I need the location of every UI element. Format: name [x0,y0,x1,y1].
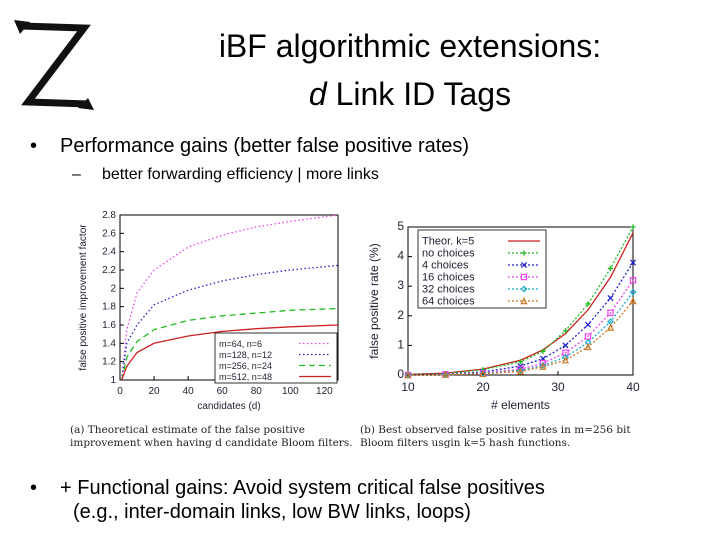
y-tick-label: 1 [397,337,404,351]
data-point-3-8 [629,277,637,284]
bullet-text-line2: (e.g., inter-domain links, low BW links,… [73,501,471,523]
data-point-3-4 [539,359,547,367]
legend-label-3: m=512, n=48 [219,372,272,382]
data-point-4-3 [517,367,524,375]
y-axis-label: false positive rate (%) [367,243,381,358]
data-point-2-5 [562,342,569,349]
legend-marker-2 [520,261,528,269]
bullet-text-line1: + Functional gains: Avoid system critica… [60,477,545,499]
data-point-5-1 [441,370,450,378]
y-tick-label: 2.4 [102,247,116,258]
x-tick-label: 40 [183,386,195,397]
data-point-5-2 [479,369,487,378]
x-tick-label: 60 [217,386,229,397]
y-tick-label: 0 [397,367,404,381]
y-tick-label: 2 [110,283,116,294]
data-point-1-5 [562,328,569,334]
y-axis-label: false positive improvement factor [78,224,89,371]
data-point-1-3 [517,359,524,365]
data-point-5-3 [516,367,525,375]
legend-marker-1 [521,250,527,256]
chart-false-positive-rate: 10 20 30 40 0 1 2 3 4 5 # elements false positive r… [367,219,640,412]
y-tick-label: 1.2 [102,357,116,368]
x-tick-label: 20 [149,386,161,397]
data-point-2-6 [584,321,592,328]
series-line-1 [121,264,339,381]
data-point-5-4 [539,362,547,370]
y-tick-label: 2 [397,308,404,322]
bullet-text: Performance gains (better false positive… [60,135,470,157]
x-tick-label: 40 [626,380,640,394]
bullet-functional: • + Functional gains: Avoid system critic… [30,476,670,524]
x-axis-label: # elements [491,398,550,412]
y-tick-label: 2.2 [102,265,116,276]
data-point-1-4 [540,348,546,354]
y-tick-label: 2.6 [102,228,116,239]
data-point-3-7 [607,309,614,317]
bullet-performance: • Performance gains (better false positiv… [30,134,469,158]
x-tick-label: 100 [282,386,299,397]
subtitle-text: Link ID Tags [326,76,512,112]
data-point-4-5 [562,353,569,361]
legend-marker-3 [520,273,528,281]
x-tick-label: 0 [117,386,123,397]
series-line-5 [407,300,634,376]
slide-subtitle: d Link ID Tags [110,76,710,113]
data-point-5-5 [561,356,570,364]
y-tick-label: 1.4 [102,338,116,349]
bullet-symbol: • [30,477,38,499]
y-tick-label: 1.8 [102,302,116,313]
data-point-2-7 [607,294,614,302]
data-point-1-8 [630,224,636,230]
caption-chart-b: (b) Best observed false positive rates i… [360,424,631,449]
x-tick-label: 80 [251,386,263,397]
legend-box [214,332,338,384]
series-line-0 [121,214,339,381]
legend-label-2: m=256, n=24 [219,361,272,371]
x-tick-label: 20 [476,380,490,394]
legend-label-0: Theor. k=5 [422,236,474,248]
legend-marker-5 [520,297,528,305]
data-point-5-6 [584,342,592,351]
data-point-1-7 [607,265,614,272]
legend-marker-4 [520,285,528,293]
x-axis-label: candidates (d) [197,401,260,412]
sub-bullet-forwarding: – better forwarding efficiency | more lin… [72,166,379,184]
legend-label-1: no choices [422,248,475,260]
legend-label-4: 32 choices [422,284,475,296]
y-tick-label: 4 [397,249,404,263]
z-logo-icon [14,20,94,110]
data-point-2-8 [629,259,637,266]
y-tick-label: 5 [397,219,404,233]
y-tick-label: 1.6 [102,320,116,331]
legend-label-5: 64 choices [422,296,475,308]
legend-label-2: 4 choices [422,260,469,272]
subtitle-emphasis: d [308,76,327,112]
data-point-5-8 [629,297,637,305]
bullet-symbol: • [30,135,38,157]
data-point-5-7 [606,323,615,331]
legend-label-3: 16 choices [422,272,475,284]
sub-bullet-text: better forwarding efficiency | more link… [102,166,379,183]
data-point-5-0 [404,371,412,379]
legend-box [417,229,547,309]
y-tick-label: 1 [110,375,116,386]
slide-title: iBF algorithmic extensions: [218,28,602,64]
y-tick-label: 3 [397,278,404,292]
x-tick-label: 120 [316,386,333,397]
series-line-3 [121,324,339,381]
chart-improvement-factor: 0 20 40 60 80 100 120 1 1.2 1.4 1.6 1.8 2 2.2 2.4 2.6 2.… [78,210,339,412]
data-point-1-6 [585,301,591,307]
data-point-4-8 [629,288,637,296]
x-tick-label: 10 [401,380,415,394]
x-tick-label: 30 [551,380,565,394]
caption-chart-a: (a) Theoretical estimate of the false po… [70,424,353,449]
sub-bullet-dash: – [72,166,81,183]
legend-label-0: m=64, n=6 [219,339,262,349]
legend-label-1: m=128, n=12 [219,350,272,360]
y-tick-label: 2.8 [102,210,116,221]
data-point-4-4 [539,362,547,369]
